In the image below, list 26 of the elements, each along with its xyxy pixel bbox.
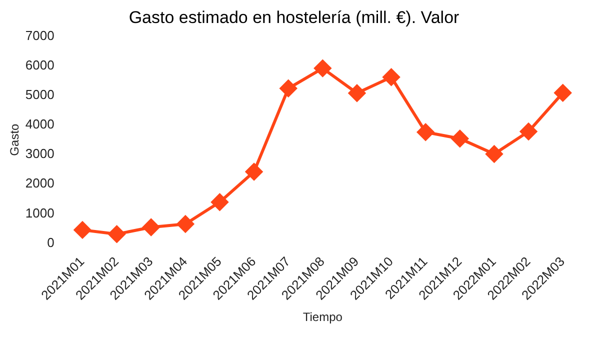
- y-tick-label: 1000: [25, 205, 54, 220]
- point: [280, 80, 297, 97]
- point: [486, 146, 503, 162]
- point: [314, 60, 332, 77]
- point: [520, 123, 538, 140]
- y-tick-label: 7000: [25, 28, 54, 43]
- point: [246, 163, 263, 180]
- point: [348, 84, 366, 102]
- y-tick-label: 4000: [25, 116, 54, 132]
- x-axis-title: Tiempo: [302, 310, 343, 324]
- y-tick-label: 5000: [25, 87, 54, 102]
- point: [417, 124, 434, 141]
- point: [554, 84, 572, 102]
- point: [382, 68, 400, 86]
- y-tick-label: 0: [47, 234, 54, 250]
- point: [176, 216, 194, 233]
- point: [142, 218, 160, 236]
- point: [108, 226, 126, 243]
- point: [451, 130, 468, 148]
- y-axis-title: Gasto: [8, 123, 22, 156]
- chart-title: Gasto estimado en hostelería (mill. €). Valor: [128, 8, 460, 27]
- point: [211, 194, 228, 211]
- y-tick-label: 6000: [25, 58, 54, 73]
- y-tick-label: 2000: [25, 176, 54, 191]
- y-tick-label: 3000: [25, 146, 54, 162]
- point: [74, 221, 91, 238]
